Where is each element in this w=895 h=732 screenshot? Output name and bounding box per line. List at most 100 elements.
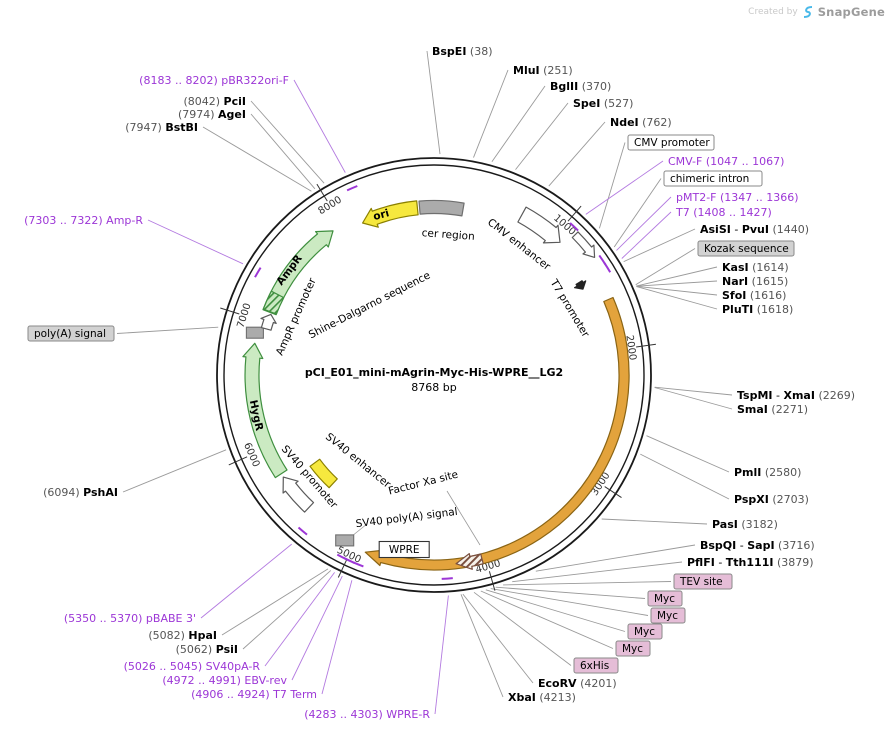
site-label-myc[interactable]: Myc (615, 640, 651, 657)
feature-label-sv40-poly-a-signal[interactable]: SV40 poly(A) signal (355, 506, 458, 530)
svg-text:(7947) BstBI: (7947) BstBI (125, 121, 198, 134)
svg-text:chimeric intron: chimeric intron (670, 173, 749, 185)
site-label-asisi-pvui-1440[interactable]: AsiSI - PvuI (1440) (700, 223, 809, 236)
svg-text:PspXI (2703): PspXI (2703) (734, 493, 809, 506)
svg-text:WPRE: WPRE (389, 544, 420, 556)
svg-text:ori: ori (372, 207, 391, 223)
svg-text:SfoI (1616): SfoI (1616) (722, 289, 786, 302)
svg-text:PflFI - Tth111I (3879): PflFI - Tth111I (3879) (687, 556, 814, 569)
feature-t7-promoter[interactable] (574, 280, 587, 290)
site-label-7303-7322-amp-r[interactable]: (7303 .. 7322) Amp-R (24, 214, 262, 278)
svg-text:Myc: Myc (657, 610, 678, 622)
svg-text:Myc: Myc (634, 626, 655, 638)
svg-text:Shine-Dalgarno sequence: Shine-Dalgarno sequence (307, 269, 433, 341)
site-label-poly-a-signal[interactable]: poly(A) signal (27, 325, 115, 342)
feature-label-cer-region[interactable]: cer region (421, 227, 475, 243)
svg-text:(5082) HpaI: (5082) HpaI (148, 629, 217, 642)
site-label-pspxi-2703[interactable]: PspXI (2703) (734, 493, 809, 506)
snapgene-logo-icon (803, 6, 812, 18)
site-label-6xhis[interactable]: 6xHis (573, 657, 619, 674)
svg-text:poly(A) signal: poly(A) signal (34, 328, 106, 340)
site-label-5082-hpai[interactable]: (5082) HpaI (148, 629, 217, 642)
feature-hygr[interactable] (242, 342, 288, 479)
site-label-kasi-1614[interactable]: KasI (1614) (722, 261, 789, 274)
site-label-t7-1408-1427[interactable]: T7 (1408 .. 1427) (603, 206, 772, 273)
site-label-kozak-sequence[interactable]: Kozak sequence (697, 240, 795, 257)
svg-text:NdeI (762): NdeI (762) (610, 116, 672, 129)
svg-text:SmaI (2271): SmaI (2271) (737, 403, 808, 416)
feature-wpre[interactable]: WPRE (378, 540, 430, 559)
snapgene-wordmark: SnapGene (817, 5, 885, 19)
site-label-smai-2271[interactable]: SmaI (2271) (737, 403, 808, 416)
feature-sv40-promoter[interactable] (282, 476, 315, 513)
feature-ampr[interactable] (262, 230, 334, 316)
site-label-5062-psii[interactable]: (5062) PsiI (176, 643, 238, 656)
svg-text:TEV site: TEV site (679, 576, 723, 588)
site-label-bspei-38[interactable]: BspEI (38) (432, 45, 493, 58)
site-label-8183-8202-pbr322ori-f[interactable]: (8183 .. 8202) pBR322ori-F (139, 74, 358, 192)
site-label-myc[interactable]: Myc (627, 623, 663, 640)
svg-text:BglII (370): BglII (370) (550, 80, 611, 93)
feature-tags-region[interactable] (455, 553, 484, 570)
site-label-sfoi-1616[interactable]: SfoI (1616) (722, 289, 786, 302)
site-label-bspqi-sapi-3716[interactable]: BspQI - SapI (3716) (700, 539, 815, 552)
feature-ori[interactable] (362, 200, 419, 228)
svg-text:(7303 .. 7322) Amp-R: (7303 .. 7322) Amp-R (24, 214, 143, 227)
site-label-pmli-2580[interactable]: PmlI (2580) (734, 466, 801, 479)
feature-sv40-polya[interactable] (335, 534, 355, 547)
feature-cer-region[interactable] (418, 199, 465, 217)
plasmid-title: pCI_E01_mini-mAgrin-Myc-His-WPRE__LG2 (304, 366, 564, 379)
svg-text:(4906 .. 4924) T7 Term: (4906 .. 4924) T7 Term (191, 688, 317, 701)
site-label-mlui-251[interactable]: MluI (251) (513, 64, 573, 77)
svg-text:(7974) AgeI: (7974) AgeI (178, 108, 246, 121)
site-label-pflfi-tth111i-3879[interactable]: PflFI - Tth111I (3879) (687, 556, 814, 569)
site-label-tev-site[interactable]: TEV site (673, 573, 733, 590)
feature-sv40-enhancer[interactable] (309, 458, 338, 489)
site-label-ecorv-4201[interactable]: EcoRV (4201) (538, 677, 617, 690)
feature-polya-signal[interactable] (245, 326, 264, 339)
svg-text:(8183 .. 8202) pBR322ori-F: (8183 .. 8202) pBR322ori-F (139, 74, 289, 87)
site-label-chimeric-intron[interactable]: chimeric intron (663, 170, 763, 187)
svg-text:CMV promoter: CMV promoter (634, 137, 710, 149)
site-label-cmv-f-1047-1067[interactable]: CMV-F (1047 .. 1067) (569, 155, 784, 232)
feature-cmv-enhancer[interactable] (517, 206, 561, 244)
site-label-tspmi-xmai-2269[interactable]: TspMI - XmaI (2269) (737, 389, 855, 402)
site-label-4283-4303-wpre-r[interactable]: (4283 .. 4303) WPRE-R (304, 577, 453, 721)
site-label-xbai-4213[interactable]: XbaI (4213) (508, 691, 576, 704)
site-label-spei-527[interactable]: SpeI (527) (573, 97, 633, 110)
feature-magrin-cds[interactable] (364, 296, 630, 571)
site-label-8042-pcii[interactable]: (8042) PciI (183, 95, 246, 108)
site-label-pasi-3182[interactable]: PasI (3182) (712, 518, 778, 531)
site-label-pluti-1618[interactable]: PluTI (1618) (722, 303, 793, 316)
site-label-6094-pshai[interactable]: (6094) PshAI (43, 486, 118, 499)
svg-text:Myc: Myc (654, 593, 675, 605)
site-label-7947-bstbi[interactable]: (7947) BstBI (125, 121, 198, 134)
site-label-ndei-762[interactable]: NdeI (762) (610, 116, 672, 129)
site-label-nari-1615[interactable]: NarI (1615) (722, 275, 788, 288)
plasmid-backbone (216, 157, 652, 593)
feature-label-t7-promoter[interactable]: T7 promoter (547, 277, 592, 340)
svg-text:BspEI (38): BspEI (38) (432, 45, 493, 58)
site-label-myc[interactable]: Myc (647, 590, 683, 607)
svg-text:(4283 .. 4303) WPRE-R: (4283 .. 4303) WPRE-R (304, 708, 430, 721)
site-label-bglii-370[interactable]: BglII (370) (550, 80, 611, 93)
feature-cmv-promoter[interactable] (571, 231, 596, 258)
site-label-5350-5370-pbabe-3[interactable]: (5350 .. 5370) pBABE 3' (64, 526, 308, 626)
feature-label-shine-dalgarno-sequence[interactable]: Shine-Dalgarno sequence (307, 269, 433, 341)
svg-text:(5026 .. 5045) SV40pA-R: (5026 .. 5045) SV40pA-R (124, 660, 261, 673)
svg-text:(5062) PsiI: (5062) PsiI (176, 643, 238, 656)
site-label-5026-5045-sv40pa-r[interactable]: (5026 .. 5045) SV40pA-R (124, 553, 348, 673)
feature-ampr-promoter[interactable] (260, 313, 277, 331)
svg-text:(8042) PciI: (8042) PciI (183, 95, 246, 108)
snapgene-attribution: Created by SnapGene (748, 5, 885, 19)
site-label-cmv-promoter[interactable]: CMV promoter (627, 134, 715, 151)
site-label-7974-agei[interactable]: (7974) AgeI (178, 108, 246, 121)
svg-text:(4972 .. 4991) EBV-rev: (4972 .. 4991) EBV-rev (162, 674, 287, 687)
feature-label-ori[interactable]: ori (372, 207, 391, 223)
created-by-label: Created by (748, 7, 798, 17)
svg-text:7000: 7000 (236, 302, 254, 330)
site-label-myc[interactable]: Myc (650, 607, 686, 624)
feature-ampr-signal[interactable] (262, 290, 285, 315)
